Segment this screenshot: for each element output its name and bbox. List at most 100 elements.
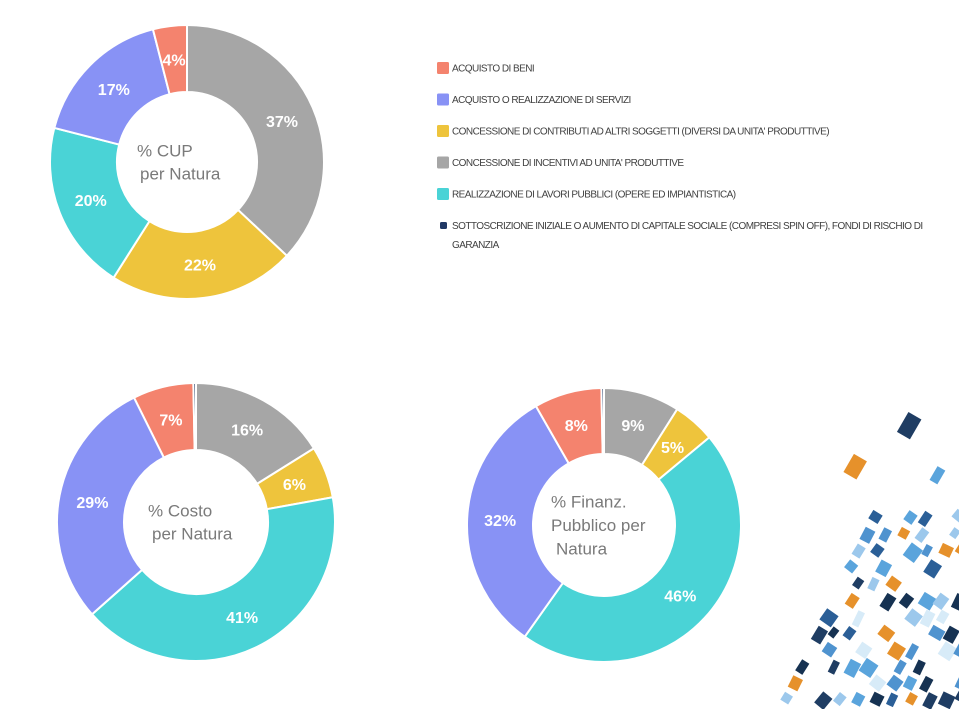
legend-label: REALIZZAZIONE DI LAVORI PUBBLICI (OPERE … [452,190,736,201]
chart-title-line: % Costo [148,502,212,521]
decor-shape [795,659,810,675]
slice-label-incentivi: 16% [231,423,263,440]
decor-shape [917,591,937,611]
decor-shape [896,411,922,440]
slice-label-servizi: 17% [98,82,130,99]
donut-chart-2: 16% 6% 41% 29% 7% % Costo per Natura [56,381,336,662]
decor-shape [914,527,930,543]
decor-shape [954,543,959,557]
decor-shape [942,625,959,644]
decor-shape [851,543,866,559]
legend-item-contributi: CONCESSIONE DI CONTRIBUTI AD ALTRI SOGGE… [437,125,830,138]
decor-shape [887,641,906,661]
decor-shape [938,542,954,558]
decor-shape [937,641,958,662]
decor-shape [879,592,897,612]
decor-shape [923,559,943,579]
slice-label-acquisto-beni: 4% [162,52,185,69]
slice-label-servizi: 29% [76,495,108,512]
legend-label: ACQUISTO DI BENI [452,64,534,75]
slice-label-contributi: 5% [661,440,684,457]
slice-incentivi [186,23,325,258]
chart-title-line: per Natura [140,165,221,184]
slice-lavori [90,496,336,662]
slice-label-acquisto-beni: 8% [565,418,588,435]
chart-title-line: per Natura [152,525,233,544]
legend-item-sottoscrizione: SOTTOSCRIZIONE INIZIALE O AUMENTO DI CAP… [440,221,923,251]
decor-shape [950,593,959,612]
legend-item-incentivi: CONCESSIONE DI INCENTIVI AD UNITA' PRODU… [437,156,685,169]
slice-label-contributi: 22% [184,258,216,275]
slice-servizi [53,28,171,146]
decor-shape [886,674,904,692]
legend-swatch [437,156,449,169]
decor-shape [878,527,893,543]
slice-sottoscrizione [600,386,605,456]
slice-label-servizi: 32% [484,513,516,530]
slice-label-acquisto-beni: 7% [159,413,182,430]
slice-acquisto-beni [151,23,188,96]
donut-chart-3: 9% 5% 46% 32% 8% % Finanz. Pubblico per Natura [466,386,742,663]
decor-shape [843,658,862,679]
decor-shape [810,625,829,645]
chart-title-line: Natura [556,540,608,559]
donut-chart-1: 37% 22% 20% 17% 4% % CUP per Natura [49,23,325,300]
decor-shape [885,692,899,708]
donut-charts: 37% 22% 20% 17% 4% % CUP per Natura 16% 6% 41% 29%… [49,23,742,663]
decor-shape [903,510,918,525]
decor-shape [858,657,879,679]
legend-label: SOTTOSCRIZIONE INIZIALE O AUMENTO DI CAP… [452,221,923,232]
decor-shape [949,527,959,540]
decor-shape [867,576,880,592]
decor-shape [922,692,938,709]
legend-label: CONCESSIONE DI INCENTIVI AD UNITA' PRODU… [452,158,684,169]
decor-shape [893,659,907,675]
decor-shape [877,624,896,643]
decor-shape [921,543,933,558]
chart-title-line: % Finanz. [551,493,627,512]
decor-shape [954,675,959,690]
decor-shape [819,608,839,628]
decor-shape [844,592,860,609]
slice-label-lavori: 20% [75,193,107,210]
decor-shape [912,659,926,676]
decor-shape [954,690,959,706]
decorative-pattern [780,411,959,709]
chart-title-line: Pubblico per [551,516,646,535]
legend-swatch [437,188,449,200]
decor-shape [851,691,866,707]
decor-shape [851,610,865,628]
decor-shape [917,510,933,527]
slice-label-contributi: 6% [283,477,306,494]
legend-label: GARANZIA [452,240,500,251]
decor-shape [843,453,867,480]
decor-shape [827,626,840,639]
decor-shape [870,543,885,558]
decor-shape [885,575,902,592]
decor-shape [904,608,923,627]
slice-label-lavori: 41% [226,610,258,627]
decor-shape [919,675,934,693]
decor-shape [868,509,883,524]
decor-shape [937,691,956,709]
decor-shape [919,609,936,628]
decor-shape [902,675,918,691]
decor-shape [827,659,840,675]
chart-legend: ACQUISTO DI BENI ACQUISTO O REALIZZAZIONE… [437,62,923,251]
slice-contributi [112,208,289,300]
legend-item-acquisto-beni: ACQUISTO DI BENI [437,62,535,75]
legend-item-lavori: REALIZZAZIONE DI LAVORI PUBBLICI (OPERE … [437,188,736,201]
decor-shape [875,559,893,578]
slice-lavori [523,435,742,663]
decor-shape [935,609,950,625]
decor-shape [868,674,887,692]
decor-shape [932,592,950,610]
decor-shape [869,691,885,707]
decor-shape [928,624,946,642]
slice-label-incentivi: 9% [621,418,644,435]
slice-servizi [56,396,166,616]
decor-shape [905,692,918,706]
decor-shape [859,526,876,544]
decor-shape [898,592,915,609]
